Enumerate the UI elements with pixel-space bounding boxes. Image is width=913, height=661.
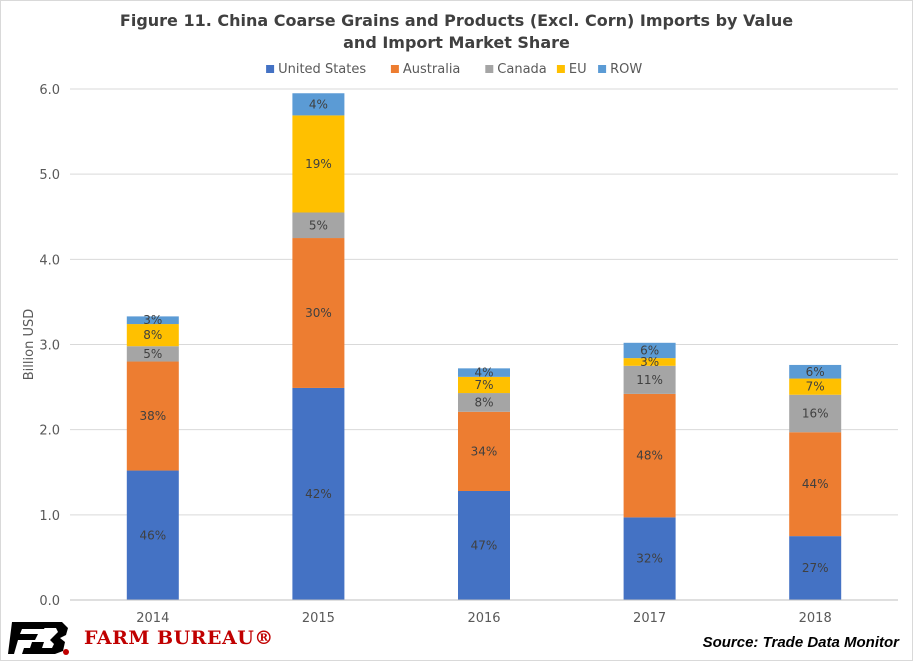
legend-label: United States (278, 62, 366, 77)
y-tick-label: 6.0 (39, 83, 60, 98)
bar-segment (458, 393, 510, 412)
data-label: 47% (471, 538, 498, 552)
bar-segment (623, 393, 676, 518)
bar-segment (458, 368, 510, 377)
bar-segment (126, 346, 179, 362)
data-label: 7% (806, 380, 825, 394)
bar-segment (458, 376, 510, 394)
data-label: 6% (640, 343, 659, 357)
y-tick-label: 0.0 (39, 594, 60, 609)
data-label: 46% (139, 528, 166, 542)
bar-segment (292, 212, 345, 239)
legend-label: Australia (403, 62, 461, 77)
y-tick-label: 1.0 (39, 509, 60, 524)
data-label: 27% (802, 561, 829, 575)
x-tick-label: 2014 (136, 611, 169, 626)
logo-text: FARM BUREAU® (84, 627, 274, 649)
data-label: 38% (139, 409, 166, 423)
bars (126, 93, 842, 600)
data-label: 5% (143, 347, 162, 361)
axes: 0.0 1.0 2.0 3.0 4.0 5.0 6.0 Billion USD 2014 2015… (22, 83, 898, 626)
data-label: 8% (143, 328, 162, 342)
data-label: 4% (474, 366, 493, 380)
bar-segment (789, 536, 842, 600)
bar-segment (126, 470, 179, 600)
fb-logo-icon (8, 620, 70, 656)
data-label: 3% (640, 355, 659, 369)
data-label: 7% (474, 378, 493, 392)
data-label: 5% (309, 218, 328, 232)
bar-segment (623, 358, 676, 366)
y-tick-label: 3.0 (39, 339, 60, 354)
legend-label: EU (569, 62, 587, 77)
y-axis-label: Billion USD (22, 309, 37, 380)
bar-segment (789, 378, 842, 395)
chart-title: Figure 11. China Coarse Grains and Produ… (0, 10, 913, 54)
y-tick-label: 2.0 (39, 424, 60, 439)
data-label: 4% (309, 97, 328, 111)
farm-bureau-logo: FARM BUREAU® (8, 618, 274, 658)
legend-swatch (390, 65, 399, 73)
data-label: 19% (305, 157, 332, 171)
legend-swatch (266, 65, 275, 73)
data-label: 6% (806, 365, 825, 379)
x-tick-label: 2016 (467, 611, 500, 626)
bar-segment (623, 365, 676, 394)
data-label: 16% (802, 406, 829, 420)
bar-segment (789, 364, 842, 379)
data-label: 42% (305, 487, 332, 501)
bar-segment (292, 115, 345, 213)
legend: United States Australia Canada EU ROW (266, 62, 642, 77)
source-note: Source: Trade Data Monitor (702, 634, 899, 651)
bar-segment (292, 387, 345, 600)
bar-segment (458, 490, 510, 600)
y-tick-label: 5.0 (39, 168, 60, 183)
bar-segment (126, 316, 179, 325)
data-label: 30% (305, 306, 332, 320)
legend-label: ROW (610, 62, 642, 77)
data-label: 3% (143, 313, 162, 327)
x-tick-label: 2015 (302, 611, 335, 626)
data-label: 32% (636, 552, 663, 566)
bar-segment (126, 324, 179, 347)
legend-swatch (598, 65, 607, 73)
bar-segment (292, 238, 345, 388)
y-tick-label: 4.0 (39, 253, 60, 268)
data-labels: 46%38%5%8%3%42%30%5%19%4%47%34%8%7%4%32%… (139, 97, 828, 575)
data-label: 34% (471, 444, 498, 458)
bar-segment (789, 394, 842, 433)
data-label: 44% (802, 477, 829, 491)
bar-segment (789, 432, 842, 537)
chart-title-line-2: and Import Market Share (343, 33, 570, 52)
legend-swatch (485, 65, 494, 73)
x-tick-label: 2017 (633, 611, 666, 626)
bar-segment (292, 93, 345, 116)
data-label: 11% (636, 373, 663, 387)
legend-swatch (556, 65, 565, 73)
x-tick-label: 2018 (799, 611, 832, 626)
legend-label: Canada (497, 62, 546, 77)
chart-title-line-1: Figure 11. China Coarse Grains and Produ… (119, 11, 794, 30)
bar-segment (623, 342, 676, 359)
data-label: 48% (636, 449, 663, 463)
bar-segment (623, 517, 676, 600)
data-label: 8% (474, 395, 493, 409)
bar-segment (458, 411, 510, 491)
bar-segment (126, 361, 179, 471)
